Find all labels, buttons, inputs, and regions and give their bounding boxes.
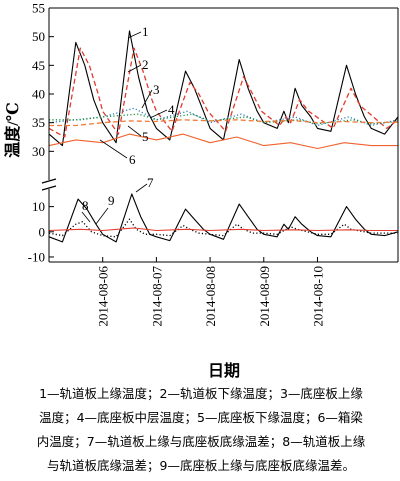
y-tick-label-lower: 10 — [32, 199, 45, 214]
callout-leader-7 — [135, 183, 148, 193]
x-tick-label: 2014-08-10 — [310, 266, 325, 327]
series-line-5 — [49, 119, 399, 127]
callout-leader-6 — [99, 139, 128, 159]
callout-label-1: 1 — [142, 24, 149, 39]
y-tick-label-lower: 0 — [39, 224, 46, 239]
callouts-layer: 1 234 567 8 9 — [81, 24, 175, 225]
callout-leader-1 — [127, 31, 142, 39]
series-layer — [48, 30, 399, 243]
callout-leader-4 — [149, 109, 168, 119]
y-axis-title: 温度/℃ — [3, 102, 22, 159]
series-line-4 — [49, 113, 399, 125]
callout-leader-8 — [81, 211, 91, 223]
callout-label-9: 9 — [108, 193, 115, 208]
caption-line-2: 温度；4—底座板中层温度；5—底座板下缘温度；6—箱梁 — [39, 410, 363, 425]
series-line-9 — [48, 227, 398, 232]
callout-leader-5 — [127, 125, 142, 137]
axis-break-mark-top — [41, 178, 57, 184]
y-tick-label-upper: 40 — [32, 87, 45, 102]
caption-line-3: 内温度；7—轨道板上缘与底座板底缘温差；8—轨道板上缘 — [36, 434, 366, 449]
callout-label-6: 6 — [129, 152, 136, 167]
callout-leader-3 — [141, 89, 153, 109]
caption-line-1: 1—轨道板上缘温度；2—轨道板下缘温度；3—底座板上缘 — [39, 386, 363, 401]
callout-label-3: 3 — [153, 82, 160, 97]
callout-label-5: 5 — [142, 129, 149, 144]
y-tick-label-upper: 35 — [32, 115, 45, 130]
x-tick-label: 2014-08-07 — [149, 266, 164, 327]
callout-leader-2 — [127, 64, 142, 73]
caption-line-4: 与轨道板底缘温差；9—底座板上缘与底座板底缘温差。 — [47, 458, 355, 473]
callout-label-8: 8 — [82, 198, 89, 213]
axis-break-mark-bottom — [41, 185, 57, 191]
series-line-6 — [48, 133, 398, 150]
series-line-8 — [48, 218, 398, 238]
x-tick-label: 2014-08-09 — [257, 266, 272, 327]
series-line-2 — [48, 47, 399, 138]
figure-caption: 1—轨道板上缘温度；2—轨道板下缘温度；3—底座板上缘 温度；4—底座板中层温度… — [8, 382, 394, 478]
y-tick-label-upper: 50 — [32, 29, 45, 44]
callout-leader-9 — [95, 207, 109, 225]
y-tick-label-lower: -10 — [28, 249, 45, 264]
x-axis-title: 日期 — [208, 361, 240, 380]
x-tick-label: 2014-08-08 — [203, 266, 218, 327]
series-line-7 — [48, 193, 399, 243]
y-tick-label-upper: 45 — [32, 58, 45, 73]
callout-label-4: 4 — [168, 102, 175, 117]
y-tick-label-upper: 55 — [32, 1, 45, 16]
y-tick-label-upper: 30 — [32, 144, 45, 159]
callout-label-7: 7 — [147, 175, 154, 190]
axes-layer — [41, 7, 399, 263]
callout-label-2: 2 — [142, 57, 149, 72]
series-line-1 — [48, 30, 399, 147]
x-tick-label: 2014-08-06 — [96, 266, 111, 327]
